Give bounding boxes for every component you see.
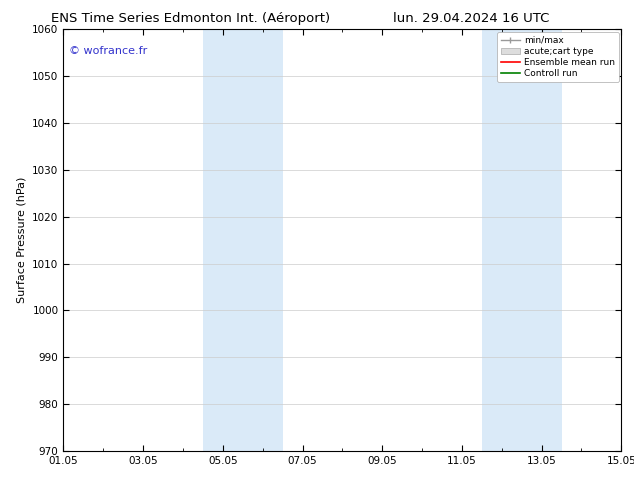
Legend: min/max, acute;cart type, Ensemble mean run, Controll run: min/max, acute;cart type, Ensemble mean … <box>497 32 619 82</box>
Text: © wofrance.fr: © wofrance.fr <box>69 46 147 56</box>
Bar <box>203 29 283 451</box>
Bar <box>482 29 562 451</box>
Text: lun. 29.04.2024 16 UTC: lun. 29.04.2024 16 UTC <box>393 12 550 25</box>
Text: ENS Time Series Edmonton Int. (Aéroport): ENS Time Series Edmonton Int. (Aéroport) <box>51 12 330 25</box>
Y-axis label: Surface Pressure (hPa): Surface Pressure (hPa) <box>16 177 27 303</box>
